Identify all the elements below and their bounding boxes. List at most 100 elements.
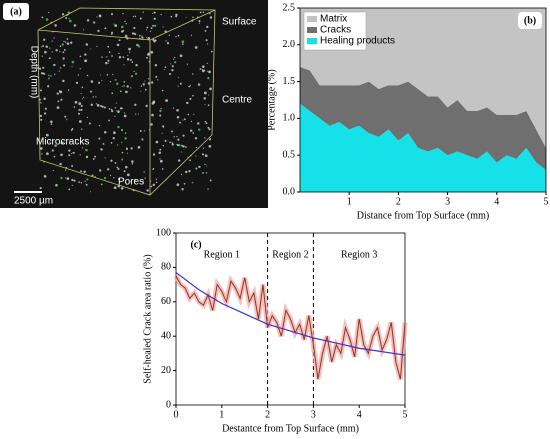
pore (70, 41, 73, 44)
pore (90, 191, 92, 193)
pore (144, 80, 146, 82)
pore (171, 142, 174, 144)
pore (181, 188, 183, 190)
x-tick-label: 2 (265, 409, 270, 420)
x-axis-label: Distance from Top Surface (mm) (357, 210, 489, 221)
pore (114, 78, 117, 81)
annotation: Microcracks (36, 137, 89, 148)
y-tick-label: 2.5 (283, 2, 296, 13)
area (300, 66, 546, 170)
pore (86, 74, 89, 77)
pore (137, 113, 139, 115)
pore (117, 167, 120, 171)
pore (71, 66, 73, 68)
x-tick-label: 5 (544, 196, 549, 207)
pore (62, 79, 65, 83)
pore (114, 162, 117, 164)
pore (210, 50, 213, 53)
pore (112, 136, 115, 140)
pore (150, 123, 153, 126)
pore (117, 177, 121, 181)
pore (43, 38, 46, 41)
pore (108, 51, 111, 54)
pore (195, 155, 197, 157)
pore (93, 21, 96, 24)
pore (52, 170, 54, 172)
pore (113, 131, 116, 135)
legend-swatch (307, 16, 317, 22)
pore (121, 158, 124, 161)
pore (209, 16, 213, 19)
pore (109, 174, 112, 177)
pore (115, 102, 117, 104)
pore (123, 84, 125, 87)
pore (58, 90, 61, 93)
pore (146, 56, 148, 59)
x-tick-label: 0 (174, 409, 179, 420)
pore (80, 92, 82, 95)
pore (150, 27, 153, 30)
y-tick-label: 0 (166, 399, 171, 410)
pore (138, 45, 141, 48)
pore (131, 32, 135, 35)
pore (53, 155, 56, 158)
pore (64, 41, 67, 43)
pore (166, 41, 170, 45)
panel-a: (a) Surface Depth (mm) Centre Microcrack… (0, 0, 268, 208)
pore (188, 169, 191, 173)
pore (44, 50, 47, 54)
pore (182, 145, 185, 148)
pore (197, 83, 201, 86)
pore (80, 108, 83, 111)
pore (53, 63, 56, 67)
pore (71, 60, 75, 64)
pore (51, 40, 53, 42)
x-axis-label: Destantce from Top Surface (mm) (222, 423, 359, 434)
pore (207, 104, 210, 107)
pore (118, 56, 122, 59)
pore (169, 141, 171, 144)
pore (208, 70, 211, 74)
pore (147, 52, 150, 56)
pore (197, 122, 200, 125)
pore (126, 173, 130, 177)
pore (143, 171, 145, 173)
pore (72, 151, 75, 154)
pore (42, 66, 45, 69)
pore (179, 121, 182, 124)
x-tick-label: 2 (396, 196, 401, 207)
pore (56, 106, 60, 109)
pore (84, 53, 87, 56)
pore (204, 154, 208, 158)
pore (173, 136, 175, 138)
pore (126, 57, 130, 61)
pore (126, 152, 129, 154)
pore (80, 128, 83, 131)
pore (118, 52, 120, 55)
pore (59, 67, 62, 69)
pore (110, 159, 113, 162)
pore (176, 115, 180, 119)
pore (91, 174, 94, 177)
pore (123, 170, 126, 173)
pore (145, 104, 148, 108)
pore (121, 141, 123, 144)
x-tick-label: 4 (494, 196, 499, 207)
pore (49, 47, 51, 49)
panel-label: (c) (190, 239, 201, 250)
pore (130, 59, 132, 61)
pore (147, 37, 151, 40)
pore (107, 168, 110, 171)
pore (71, 165, 74, 168)
pore (176, 108, 179, 112)
pore (147, 77, 150, 80)
pore (59, 51, 61, 53)
pore (41, 16, 44, 19)
pore (153, 101, 156, 104)
region-label: Region 3 (341, 249, 377, 260)
legend-swatch (307, 27, 317, 33)
pore (119, 107, 123, 110)
pore (162, 125, 165, 128)
pore (206, 62, 208, 64)
pore (98, 81, 101, 84)
